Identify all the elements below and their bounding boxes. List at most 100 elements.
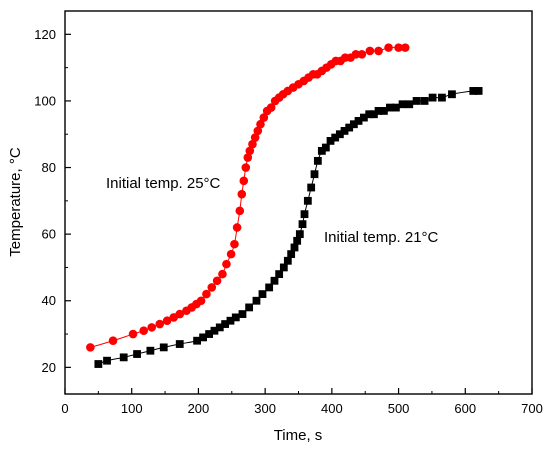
series-2-point: [290, 243, 299, 252]
series-1-point: [250, 133, 260, 142]
series-1-line: [90, 46, 406, 348]
x-tick-label: 400: [321, 401, 343, 416]
series-2-point: [335, 130, 344, 139]
series-1-point: [155, 319, 165, 329]
series-1-point: [162, 316, 172, 326]
x-tick-label: 300: [254, 401, 276, 416]
series-2-point: [193, 336, 201, 345]
y-tick-label: 60: [42, 227, 56, 242]
series-2-point: [331, 133, 340, 142]
series-2-point: [349, 120, 358, 129]
series-2-point: [283, 256, 292, 265]
x-tick-label: 500: [388, 401, 410, 416]
series-1-point: [139, 326, 149, 336]
series-2-point: [287, 250, 296, 259]
series-2-point: [392, 103, 400, 112]
series-2-point: [275, 270, 284, 279]
series-2-point: [303, 196, 312, 205]
x-tick-label: 600: [454, 401, 476, 416]
series-1-point: [202, 289, 211, 299]
series-2-point: [398, 100, 407, 109]
series-2-point: [231, 313, 240, 322]
series-2-point: [326, 136, 335, 145]
series-2-point: [245, 303, 254, 312]
series-2-point: [238, 310, 247, 318]
y-tick-label: 120: [34, 27, 56, 42]
series-1-point: [196, 296, 206, 306]
series-2-point: [215, 323, 224, 332]
series-2-point: [474, 87, 483, 95]
series-2-point: [258, 290, 267, 298]
series-2-point: [221, 320, 230, 328]
series-1-point: [147, 323, 157, 332]
series-2-point: [175, 340, 184, 348]
series-2-point: [226, 316, 235, 325]
x-axis-ticks: 0 100 200 300 400 500 600 700: [61, 388, 543, 416]
series-1-point: [256, 119, 265, 129]
series-1-point: [226, 249, 236, 259]
series-1-point: [230, 239, 239, 249]
y-tick-label: 20: [42, 360, 56, 375]
series-2-point: [146, 346, 155, 355]
series-1-point: [374, 46, 383, 56]
series-2-point: [310, 170, 319, 179]
series-2-point: [119, 353, 128, 362]
series-2-point: [379, 107, 388, 115]
y-tick-label: 100: [34, 93, 56, 108]
series-1-point: [86, 343, 95, 352]
series-2-point: [265, 283, 274, 292]
series-2-point: [405, 100, 414, 109]
x-axis-title: Time, s: [274, 427, 323, 444]
series-1-point: [108, 336, 118, 346]
series-2-point: [307, 183, 316, 192]
series-1-point: [400, 43, 410, 52]
series-2-point: [438, 93, 446, 102]
series-2-point: [210, 326, 219, 335]
series-1-point: [235, 206, 245, 216]
series-1-point: [357, 49, 367, 59]
series-2-point: [321, 143, 330, 152]
series-2-point: [159, 343, 168, 352]
series-2-point: [279, 263, 288, 272]
series-1-point: [266, 103, 276, 112]
series-1-point: [212, 276, 222, 286]
series-1-point: [365, 46, 375, 56]
series-1-point: [128, 329, 138, 339]
x-tick-label: 100: [121, 401, 143, 416]
series-2-point: [94, 360, 103, 368]
series-2-point: [270, 276, 279, 285]
series-2-point: [300, 210, 309, 219]
series-1-point: [243, 153, 253, 162]
series-2-point: [469, 87, 478, 95]
series-2-point: [317, 146, 326, 155]
series-2-point: [359, 113, 368, 122]
series-2-point: [293, 236, 302, 245]
series-2-point: [340, 126, 349, 135]
series-2-point: [345, 123, 354, 132]
series-1-point: [207, 283, 217, 292]
y-tick-label: 80: [42, 160, 56, 175]
y-tick-label: 40: [42, 293, 56, 308]
series-1-point: [241, 163, 251, 172]
series-2-point: [103, 356, 111, 365]
series-2-point: [199, 333, 207, 342]
series-1-point: [253, 126, 263, 136]
series-2-point: [252, 296, 261, 305]
series-1-point: [218, 269, 227, 279]
series-2-point: [205, 330, 214, 338]
series-1-point: [394, 43, 403, 52]
series-2-point: [313, 156, 322, 165]
series-1-point: [351, 49, 361, 59]
series-2-point: [420, 97, 429, 105]
series-2-point: [133, 350, 141, 358]
series-1-point: [239, 176, 249, 186]
x-tick-label: 700: [521, 401, 543, 416]
y-axis-title: Temperature, °C: [7, 147, 24, 257]
annotation-initial-temp-21: Initial temp. 21°C: [324, 229, 439, 246]
series-2-point: [385, 103, 394, 112]
x-tick-label: 200: [188, 401, 210, 416]
series-1-point: [237, 189, 247, 199]
series-1-point: [384, 43, 393, 52]
